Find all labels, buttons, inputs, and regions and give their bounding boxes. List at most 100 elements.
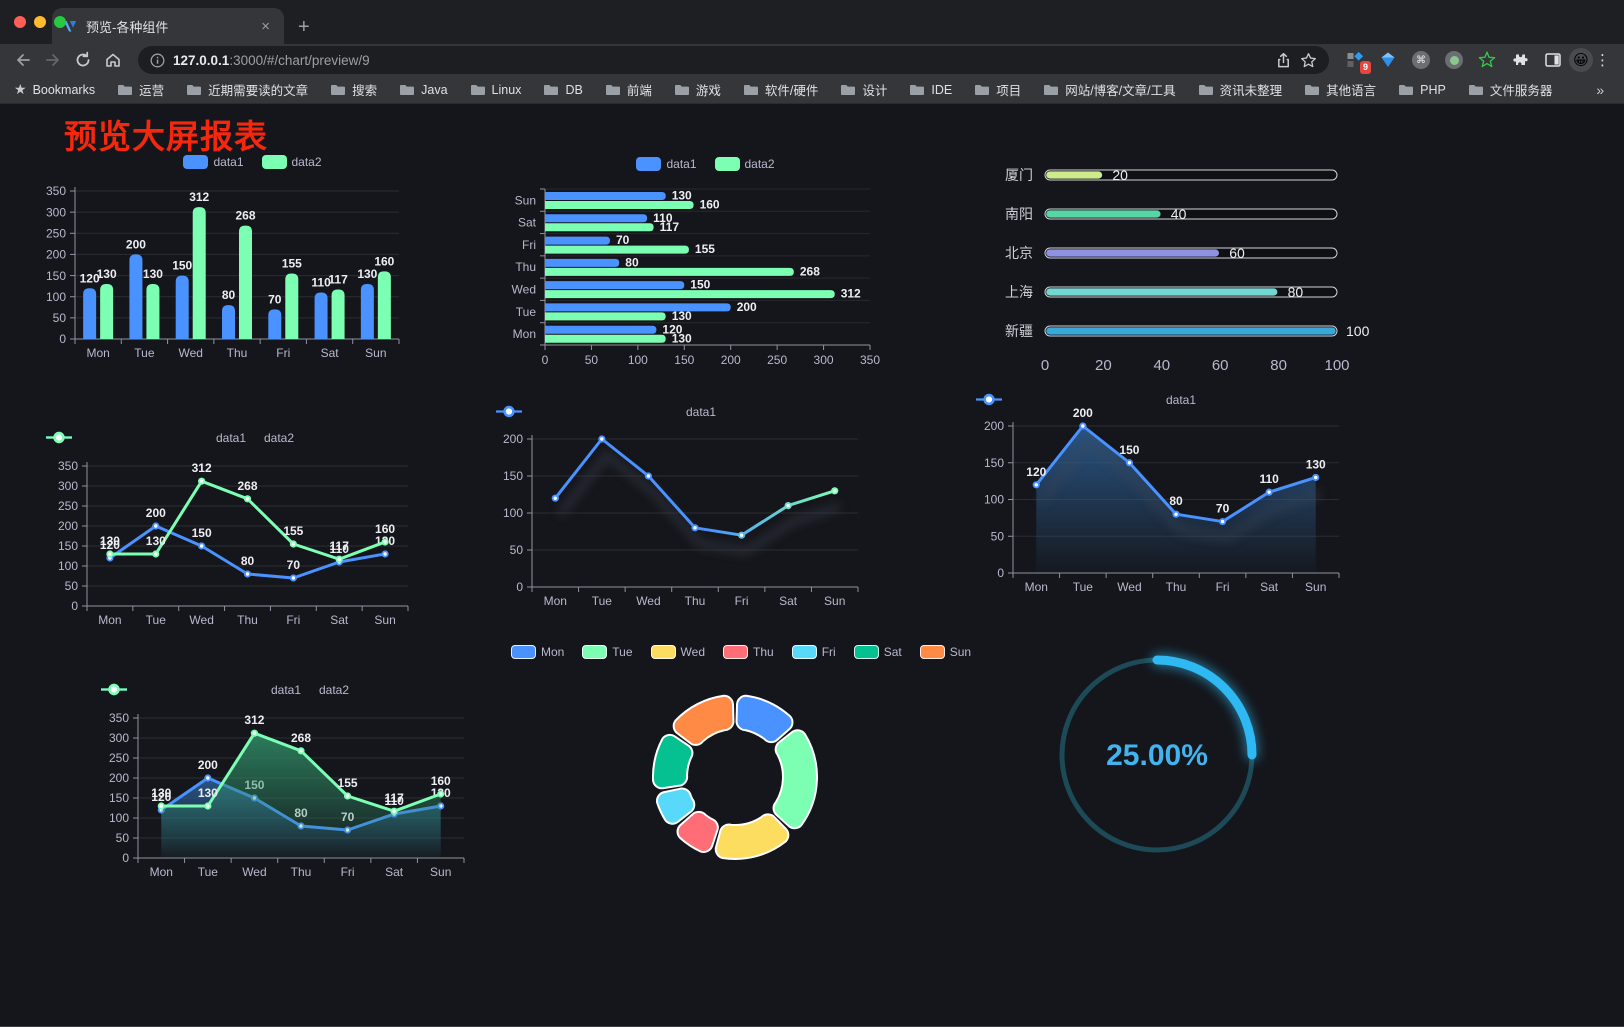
chart-legend: data1 xyxy=(495,405,907,419)
site-info-icon[interactable] xyxy=(150,53,165,68)
svg-text:150: 150 xyxy=(1119,443,1139,457)
legend-item-Sun[interactable]: Sun xyxy=(919,645,971,659)
bookmark-folder[interactable]: 项目 xyxy=(974,80,1021,99)
folder-icon xyxy=(1044,84,1059,95)
chart-horizontal-bar[interactable]: 0 50 100 150 200 250 300 350 Mon 120 130 Tue 200 130 W… xyxy=(498,149,913,374)
bookmarks-overflow-button[interactable]: » xyxy=(1596,81,1605,98)
svg-text:Sun: Sun xyxy=(430,865,451,879)
legend-item-Sat[interactable]: Sat xyxy=(853,645,902,659)
chart-legend: data1 xyxy=(975,393,1387,407)
extension-star-icon[interactable] xyxy=(1477,50,1497,70)
bookmark-folder[interactable]: 近期需要读的文章 xyxy=(186,80,308,99)
extension-gem-icon[interactable] xyxy=(1378,50,1398,70)
legend-item-Mon[interactable]: Mon xyxy=(510,645,564,659)
legend-item-data2[interactable]: data2 xyxy=(714,157,775,171)
svg-text:100: 100 xyxy=(109,811,129,825)
extension-record-icon[interactable] xyxy=(1444,50,1464,70)
chart-canvas-donut-pie[interactable] xyxy=(545,639,937,887)
window-minimize-button[interactable] xyxy=(34,16,46,28)
bookmark-folder[interactable]: 资讯未整理 xyxy=(1198,80,1282,99)
legend-item-Tue[interactable]: Tue xyxy=(582,645,633,659)
chart-gauge[interactable]: 25.00% xyxy=(1036,639,1278,877)
legend-item-Fri[interactable]: Fri xyxy=(791,645,836,659)
back-button[interactable] xyxy=(8,46,38,74)
chart-two-series-area[interactable]: 0 50 100 150 200 250 300 350 Mon Tue Wed Thu Fri Sat S… xyxy=(100,673,520,891)
bookmark-folder[interactable]: 网站/博客/文章/工具 xyxy=(1043,80,1176,99)
bookmark-folder[interactable]: DB xyxy=(543,80,583,99)
browser-menu-button[interactable]: ⋮ xyxy=(1595,52,1610,69)
extensions-puzzle-button[interactable] xyxy=(1510,50,1530,70)
new-tab-button[interactable]: + xyxy=(298,16,310,38)
svg-text:200: 200 xyxy=(146,506,166,520)
window-close-button[interactable] xyxy=(14,16,26,28)
extension-grid-icon[interactable]: 9 xyxy=(1345,50,1371,74)
forward-button[interactable] xyxy=(38,46,68,74)
bookmark-folder[interactable]: 游戏 xyxy=(674,80,721,99)
bookmark-folder[interactable]: 设计 xyxy=(840,80,887,99)
window-zoom-button[interactable] xyxy=(54,16,66,28)
extension-command-icon[interactable]: ⌘ xyxy=(1411,50,1431,70)
chart-canvas-progress-bars[interactable]: 厦门 20 南阳 40 北京 60 上海 80 新疆 100 0 20 40 60 80 100 xyxy=(985,149,1390,389)
folder-icon xyxy=(1468,84,1483,95)
chart-canvas-two-series-area[interactable]: 0 50 100 150 200 250 300 350 Mon Tue Wed Thu Fri Sat S… xyxy=(100,673,520,891)
chart-canvas-gauge[interactable]: 25.00% xyxy=(1036,639,1278,877)
legend-item-Thu[interactable]: Thu xyxy=(723,645,774,659)
bookmark-folder[interactable]: 软件/硬件 xyxy=(743,80,818,99)
side-panel-button[interactable] xyxy=(1543,50,1563,70)
legend-item-Wed[interactable]: Wed xyxy=(650,645,705,659)
svg-text:200: 200 xyxy=(503,432,523,446)
bookmark-folder[interactable]: 文件服务器 xyxy=(1468,80,1552,99)
tab-close-icon[interactable]: × xyxy=(261,17,270,35)
svg-text:250: 250 xyxy=(109,751,129,765)
bookmark-folder[interactable]: 搜索 xyxy=(330,80,377,99)
chart-single-area[interactable]: 0 50 100 150 200 Mon Tue Wed Thu Fri Sat Sun 120 200 1… xyxy=(975,389,1387,601)
bookmark-star-icon[interactable] xyxy=(1300,52,1317,69)
bookmark-folder[interactable]: 前端 xyxy=(605,80,652,99)
legend-item-data2[interactable]: data2 xyxy=(46,431,294,445)
series-data2: 130 130 312 268 155 117 160 xyxy=(151,713,451,858)
svg-text:250: 250 xyxy=(46,226,66,240)
legend-item-data2[interactable]: data2 xyxy=(101,683,349,697)
legend-item-data1[interactable]: data1 xyxy=(183,155,244,169)
legend-item-data1[interactable]: data1 xyxy=(46,431,246,445)
folder-icon xyxy=(544,84,559,95)
bookmarks-manager[interactable]: ★ Bookmarks xyxy=(14,81,95,98)
chart-progress-bars[interactable]: 厦门 20 南阳 40 北京 60 上海 80 新疆 100 0 20 40 60 80 100 xyxy=(985,149,1390,389)
bookmark-folder[interactable]: 其他语言 xyxy=(1304,80,1376,99)
folder-icon xyxy=(1399,84,1414,95)
svg-text:Sun: Sun xyxy=(374,613,395,627)
bookmark-folder[interactable]: PHP xyxy=(1398,80,1446,99)
svg-text:268: 268 xyxy=(235,209,255,223)
svg-text:268: 268 xyxy=(237,479,257,493)
chart-canvas-grouped-bar[interactable]: 0 50 100 150 200 250 300 350 Mon Tue Wed Thu Fri Sat S… xyxy=(40,149,465,374)
legend-item-data1[interactable]: data1 xyxy=(636,157,697,171)
bookmark-folder[interactable]: Linux xyxy=(470,80,521,99)
chart-grouped-bar[interactable]: 0 50 100 150 200 250 300 350 Mon Tue Wed Thu Fri Sat S… xyxy=(40,149,465,374)
legend-item-data2[interactable]: data2 xyxy=(261,155,322,169)
svg-text:25.00%: 25.00% xyxy=(1106,739,1208,772)
bookmark-folder[interactable]: Java xyxy=(399,80,448,99)
legend-item-data1[interactable]: data1 xyxy=(496,405,716,419)
browser-tab[interactable]: 预览-各种组件 × xyxy=(52,8,284,44)
reload-button[interactable] xyxy=(68,46,98,74)
chart-two-series-line[interactable]: 0 50 100 150 200 250 300 350 Mon Tue Wed Thu Fri Sat S… xyxy=(45,421,465,636)
svg-text:150: 150 xyxy=(172,259,192,273)
profile-avatar[interactable]: 😀 xyxy=(1569,48,1593,72)
url-text[interactable]: 127.0.0.1:3000/#/chart/preview/9 xyxy=(173,52,370,68)
svg-text:20: 20 xyxy=(1112,167,1128,183)
address-bar[interactable]: 127.0.0.1:3000/#/chart/preview/9 xyxy=(138,46,1329,74)
chart-canvas-two-series-line[interactable]: 0 50 100 150 200 250 300 350 Mon Tue Wed Thu Fri Sat S… xyxy=(45,421,465,636)
chart-gradient-line[interactable]: 0 50 100 150 200 Mon Tue Wed Thu Fri Sat Sun data1 xyxy=(495,399,907,614)
legend-item-data1[interactable]: data1 xyxy=(976,393,1196,407)
legend-item-data1[interactable]: data1 xyxy=(101,683,301,697)
share-icon[interactable] xyxy=(1275,52,1292,69)
svg-text:312: 312 xyxy=(192,461,212,475)
bookmark-folder[interactable]: IDE xyxy=(909,80,952,99)
bookmark-folder[interactable]: 运营 xyxy=(117,80,164,99)
chart-donut-pie[interactable]: Mon Tue Wed Thu Fri Sat Sun xyxy=(510,639,971,887)
chart-canvas-gradient-line[interactable]: 0 50 100 150 200 Mon Tue Wed Thu Fri Sat Sun xyxy=(495,399,907,614)
home-button[interactable] xyxy=(98,46,128,74)
svg-text:Thu: Thu xyxy=(515,260,536,274)
